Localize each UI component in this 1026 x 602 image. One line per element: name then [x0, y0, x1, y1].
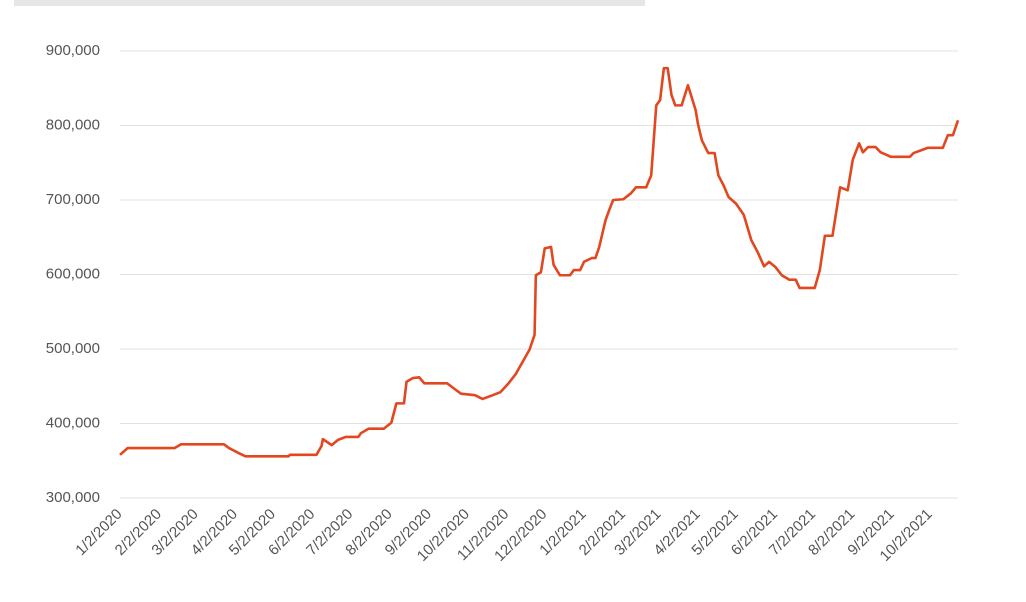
y-tick-label: 900,000: [46, 42, 100, 59]
y-tick-label: 400,000: [46, 414, 100, 431]
y-tick-label: 500,000: [46, 340, 100, 357]
y-tick-label: 600,000: [46, 265, 100, 282]
y-tick-label: 800,000: [46, 116, 100, 133]
price-line: [119, 66, 960, 458]
y-tick-label: 700,000: [46, 191, 100, 208]
header-strip: [14, 0, 645, 6]
y-tick-label: 300,000: [46, 489, 100, 506]
